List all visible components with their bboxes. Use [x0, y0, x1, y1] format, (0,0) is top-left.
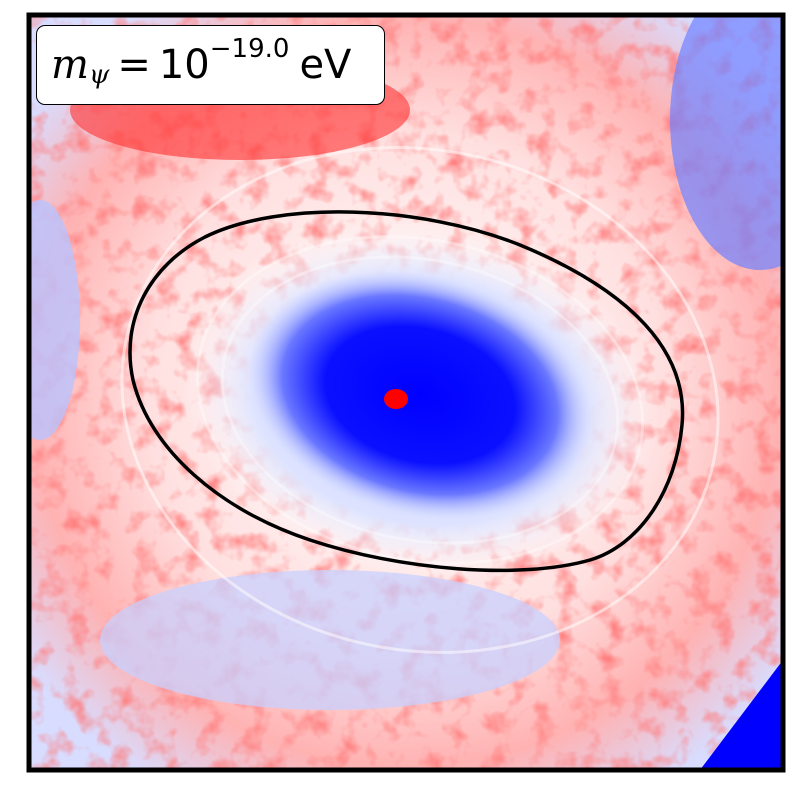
annotation-equals: =	[117, 42, 151, 88]
annotation-unit: eV	[299, 42, 352, 88]
annotation-subscript: ψ	[88, 60, 110, 90]
ring-streaks	[120, 146, 720, 654]
corner-blue-top-right	[670, 15, 783, 270]
corner-blue-bottom	[100, 570, 560, 710]
mass-annotation: m ψ = 10 −19.0 eV	[36, 25, 385, 105]
corner-blue-left	[29, 200, 80, 440]
plot-frame	[26, 12, 786, 773]
annotation-exponent: −19.0	[209, 34, 290, 64]
annotation-base: 10	[158, 42, 210, 88]
annotation-symbol: m	[51, 42, 89, 88]
blue-core	[248, 270, 592, 520]
corner-blue-bottom-right	[700, 660, 783, 770]
central-spot	[384, 389, 408, 409]
contour-line	[128, 210, 685, 573]
